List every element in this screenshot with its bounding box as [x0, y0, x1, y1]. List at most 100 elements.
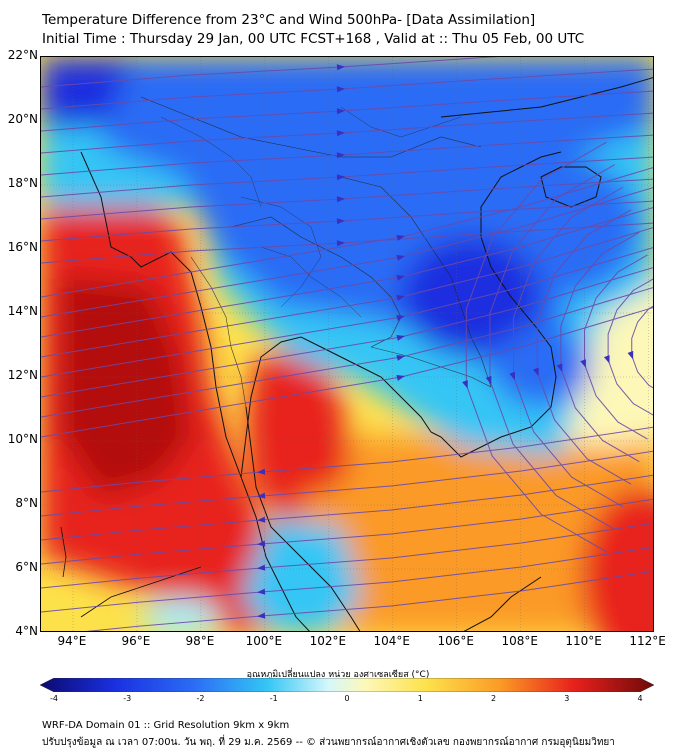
colorbar-gradient [40, 678, 654, 692]
wind-arrow [257, 492, 266, 499]
country-borders [140, 96, 492, 408]
streamline [41, 522, 653, 589]
wind-arrow [336, 240, 345, 247]
streamline [513, 186, 624, 508]
wind-arrow [336, 130, 345, 137]
wind-arrow [257, 564, 266, 571]
cool-zone-south [241, 517, 361, 631]
coastlines [60, 77, 653, 631]
colorbar-tick: 0 [344, 694, 350, 703]
wind-arrow [336, 218, 345, 225]
lat-label: 4°N [15, 624, 38, 638]
streamline [41, 267, 653, 398]
streamline [41, 426, 653, 493]
wind-arrow [509, 371, 516, 381]
colorbar-tick: -4 [50, 694, 58, 703]
coastline-myanmar [80, 151, 242, 478]
lon-label: 108°E [501, 634, 538, 648]
wind-arrow [396, 295, 405, 301]
streamline [41, 227, 653, 358]
streamline [41, 498, 653, 565]
streamline [41, 307, 653, 438]
lat-label: 6°N [15, 560, 38, 574]
colorbar-tick: -1 [269, 694, 278, 703]
temperature-fill [41, 57, 653, 631]
lon-label: 110°E [565, 634, 602, 648]
streamline [85, 570, 653, 631]
wind-arrows [257, 64, 634, 619]
lon-label: 112°E [629, 634, 666, 648]
wind-arrow [396, 335, 405, 341]
wind-arrow [336, 86, 345, 93]
lon-label: 96°E [121, 634, 151, 648]
wind-arrow [336, 196, 345, 203]
colorbar-title: อุณหภูมิเปลี่ยนแปลง หน่วย องศาเซลเซียส (… [246, 670, 430, 680]
wind-arrow [580, 359, 586, 368]
colorbar [40, 678, 654, 692]
coastline-china [440, 77, 653, 118]
wind-arrow [336, 152, 345, 159]
coastline-peninsula [240, 476, 310, 631]
colorbar-tick: 2 [490, 694, 497, 703]
wind-arrow [396, 355, 405, 361]
wind-arrow [396, 315, 405, 321]
lon-label: 106°E [437, 634, 474, 648]
wind-streamlines [41, 57, 653, 631]
lat-label: 16°N [7, 240, 38, 254]
colorbar-tick: -3 [123, 694, 132, 703]
border-provinces-3 [160, 116, 262, 208]
colorbar-tick: 1 [417, 694, 423, 703]
lat-label: 10°N [7, 432, 38, 446]
colorbar-tick: 4 [637, 694, 643, 703]
lat-label: 18°N [7, 176, 38, 190]
warm-spot-se [581, 487, 653, 631]
cold-spot-vietnam [491, 327, 591, 407]
wind-arrow [257, 540, 266, 547]
lon-label: 100°E [245, 634, 283, 648]
wind-arrow [336, 174, 345, 181]
border-provinces-2 [260, 246, 362, 318]
lon-label: 102°E [309, 634, 347, 648]
wind-arrow [257, 612, 266, 619]
map-frame [40, 56, 654, 632]
lat-label: 12°N [7, 368, 38, 382]
wind-arrow [396, 375, 405, 381]
wind-arrow [485, 375, 492, 385]
wind-arrow [396, 275, 405, 281]
border-thailand-laos [230, 216, 402, 348]
streamline [41, 247, 653, 378]
streamline [489, 164, 615, 530]
wind-arrow [462, 380, 468, 389]
colorbar-tick: 3 [564, 694, 570, 703]
border-laos-vietnam [340, 176, 492, 388]
streamline [465, 141, 607, 553]
lon-label: 104°E [373, 634, 411, 648]
temperature-map [41, 57, 653, 631]
wind-arrow [336, 64, 345, 71]
streamline [41, 187, 653, 318]
streamline [583, 254, 648, 440]
colorbar-tick: -2 [196, 694, 205, 703]
streamline [41, 450, 653, 517]
warm-zone-gulf [246, 347, 351, 527]
border-provinces-1 [240, 196, 322, 308]
border-myanmar-thailand [190, 256, 247, 408]
wind-arrow [627, 350, 634, 360]
streamline [607, 278, 653, 416]
wind-arrow [257, 516, 266, 523]
coastline-gulf [240, 336, 432, 478]
border-china [140, 96, 482, 158]
streamline [41, 546, 653, 613]
lat-label: 14°N [7, 304, 38, 318]
cool-spot-south [141, 597, 221, 631]
lon-label: 98°E [185, 634, 215, 648]
lat-label: 20°N [7, 112, 38, 126]
map-subtitle: Initial Time : Thursday 29 Jan, 00 UTC F… [42, 31, 585, 47]
streamline [41, 287, 653, 418]
streamline [536, 209, 632, 485]
streamline [41, 474, 653, 541]
wind-arrow [396, 235, 405, 241]
wind-arrow [336, 108, 345, 115]
wind-arrow [257, 468, 266, 475]
streamline [41, 207, 653, 338]
